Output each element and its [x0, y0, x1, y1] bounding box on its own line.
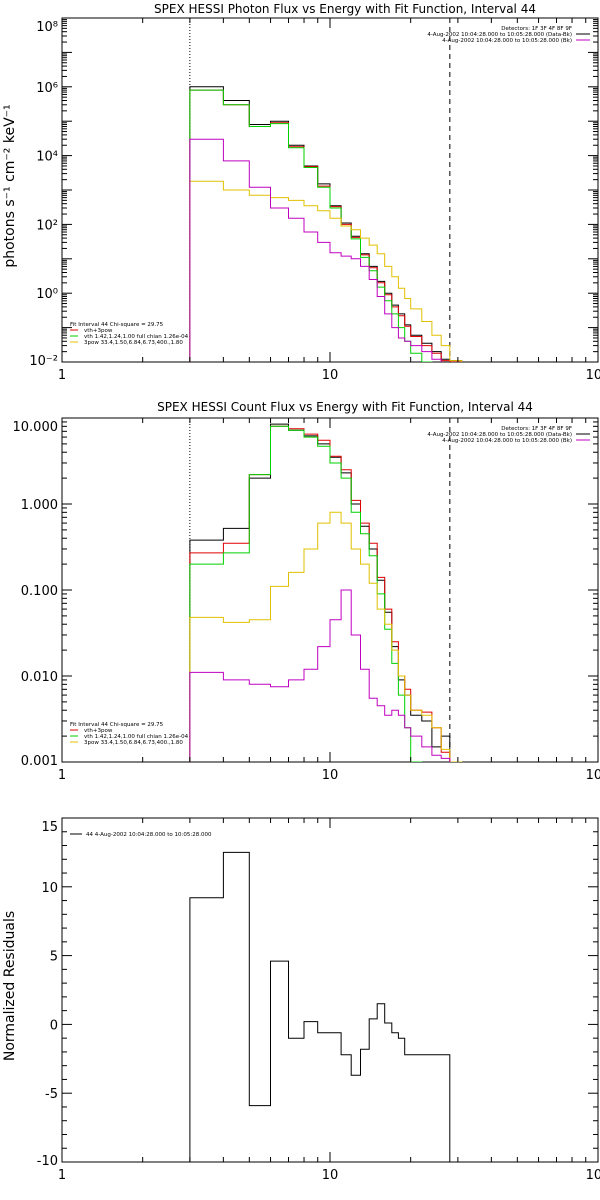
y-tick-label: 0 — [50, 1018, 58, 1033]
y-tick-label: 10 — [41, 881, 58, 896]
photon-flux-panel: SPEX HESSI Photon Flux vs Energy with Fi… — [2, 2, 600, 383]
legend-bottom-entry: vth+3pow — [84, 728, 113, 734]
y-tick-label: 0.001 — [21, 754, 58, 769]
series-line-vth — [189, 89, 433, 362]
legend-top-entry: Detectors: 1F 3F 4F 8F 9F — [501, 26, 572, 32]
plot-area — [61, 17, 599, 363]
series-line-vth-3pow — [189, 89, 463, 362]
series-line-data-bk — [189, 86, 463, 362]
series-line-bk — [189, 589, 451, 762]
legend-top-entry: 4-Aug-2002 10:04:28.000 to 10:05:28.000 … — [442, 438, 572, 444]
y-tick-label: 10⁻² — [29, 354, 58, 369]
legend-bottom-entry: vth 1.42,1.24,1.00 full chian 1.26e-04 — [84, 334, 189, 340]
y-tick-label: 10⁴ — [36, 150, 58, 165]
y-tick-label: 5 — [50, 950, 58, 965]
y-tick-label: -5 — [45, 1087, 58, 1102]
chart-title: SPEX HESSI Count Flux vs Energy with Fit… — [157, 400, 533, 414]
axes-frame — [61, 817, 599, 1163]
series-line-44 — [189, 851, 451, 1162]
series-line-bk — [189, 138, 442, 362]
plot-area — [61, 817, 599, 1163]
x-tick-label: 10 — [322, 1168, 339, 1183]
legend-top: Detectors: 1F 3F 4F 8F 9F4-Aug-2002 10:0… — [427, 426, 590, 444]
x-tick-label: 100 — [586, 1168, 600, 1183]
y-tick-label: 0.100 — [21, 584, 58, 599]
x-tick-label: 1 — [58, 368, 66, 383]
axis-ticks: 1 10 100 -10 -5 0 5 10 15 — [37, 817, 600, 1183]
legend-bottom-entry: 3pow 33.4,1.50,6.84,6.73,400.,1.80 — [84, 740, 183, 746]
x-tick-label: 100 — [586, 768, 600, 783]
series-line-vth — [189, 425, 423, 762]
legend-top: 44 4-Aug-2002 10:04:28.000 to 10:05:28.0… — [70, 832, 212, 838]
x-tick-label: 1 — [58, 1168, 66, 1183]
y-tick-label: 10.000 — [13, 420, 59, 435]
x-tick-label: 10 — [322, 768, 339, 783]
residuals-panel: Normalized Residuals 1 10 100 -10 -5 0 5 10 15 4… — [2, 817, 600, 1183]
y-axis-label: Normalized Residuals — [2, 911, 18, 1061]
y-tick-label: 0.010 — [21, 670, 58, 685]
legend-bottom: Fit Interval 44 Chi-square = 29.75vth+3p… — [70, 322, 189, 346]
legend-bottom-entry: 3pow 33.4,1.50,6.84,6.73,400.,1.80 — [84, 340, 183, 346]
series-group — [189, 86, 463, 362]
series-line-vth-3pow — [189, 425, 451, 762]
series-group — [189, 851, 451, 1162]
chart-title: SPEX HESSI Photon Flux vs Energy with Fi… — [154, 2, 536, 16]
x-tick-label: 1 — [58, 768, 66, 783]
axis-ticks: 1 10 100 0.001 0.010 0.100 1.000 10.000 — [13, 418, 600, 783]
legend-bottom-entry: Fit Interval 44 Chi-square = 29.75 — [70, 322, 164, 328]
legend-top-entry: Detectors: 1F 3F 4F 8F 9F — [501, 426, 572, 432]
series-line-data-bk — [189, 423, 451, 762]
legend-top: Detectors: 1F 3F 4F 8F 9F4-Aug-2002 10:0… — [427, 26, 590, 44]
legend-top-entry: 4-Aug-2002 10:04:28.000 to 10:05:28.000 … — [427, 32, 572, 38]
axis-ticks: 1 10 100 10⁻² 10⁰ 10² 10⁴ 10⁶ 10⁸ — [29, 18, 600, 383]
legend-top-entry: 4-Aug-2002 10:04:28.000 to 10:05:28.000 … — [427, 432, 572, 438]
series-line-3pow — [189, 180, 463, 362]
y-tick-label: 10² — [36, 218, 58, 233]
legend-top-entry: 44 4-Aug-2002 10:04:28.000 to 10:05:28.0… — [86, 832, 212, 838]
series-group — [189, 423, 463, 762]
legend-top-entry: 4-Aug-2002 10:04:28.000 to 10:05:28.000 … — [442, 38, 572, 44]
y-tick-label: 10⁸ — [36, 20, 58, 35]
legend-bottom: Fit Interval 44 Chi-square = 29.75vth+3p… — [70, 722, 189, 746]
count-flux-panel: SPEX HESSI Count Flux vs Energy with Fit… — [13, 400, 600, 783]
y-tick-label: 1.000 — [21, 498, 58, 513]
y-tick-label: -10 — [37, 1154, 58, 1169]
series-line-3pow — [189, 511, 463, 762]
y-axis-label: photons s⁻¹ cm⁻² keV⁻¹ — [2, 104, 18, 267]
x-tick-label: 100 — [586, 368, 600, 383]
y-tick-label: 15 — [41, 820, 58, 835]
axes-frame — [61, 417, 599, 763]
x-tick-label: 10 — [322, 368, 339, 383]
y-tick-label: 10⁶ — [36, 81, 58, 96]
y-tick-label: 10⁰ — [36, 287, 58, 302]
legend-bottom-entry: vth 1.42,1.24,1.00 full chian 1.26e-04 — [84, 734, 189, 740]
legend-bottom-entry: Fit Interval 44 Chi-square = 29.75 — [70, 722, 164, 728]
legend-bottom-entry: vth+3pow — [84, 328, 113, 334]
plot-area — [61, 417, 599, 763]
